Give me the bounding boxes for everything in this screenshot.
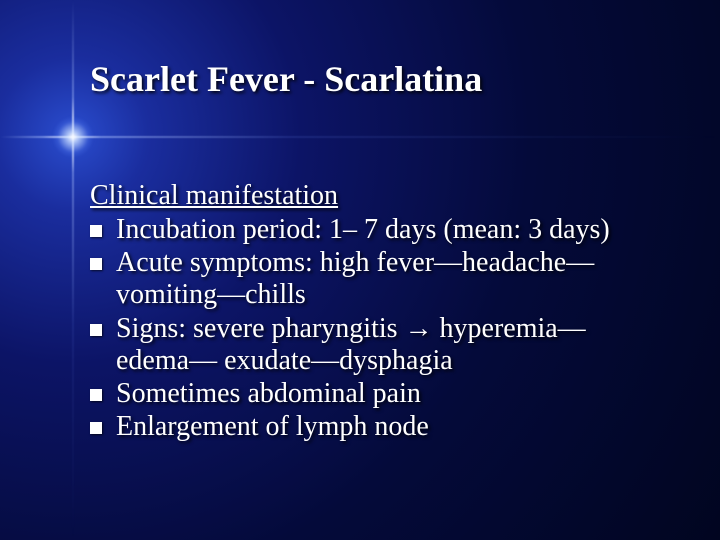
list-item-text: Acute symptoms: high fever—headache—vomi…	[116, 247, 650, 311]
list-item-text: Signs: severe pharyngitis → hyperemia—ed…	[116, 313, 650, 377]
square-bullet-icon	[90, 324, 102, 336]
list-item: Incubation period: 1– 7 days (mean: 3 da…	[90, 214, 650, 246]
list-item: Acute symptoms: high fever—headache—vomi…	[90, 247, 650, 311]
list-item-text: Enlargement of lymph node	[116, 411, 650, 443]
list-item: Signs: severe pharyngitis → hyperemia—ed…	[90, 313, 650, 377]
slide: Scarlet Fever - Scarlatina Clinical mani…	[0, 0, 720, 540]
square-bullet-icon	[90, 258, 102, 270]
list-item-text: Sometimes abdominal pain	[116, 378, 650, 410]
square-bullet-icon	[90, 389, 102, 401]
flare-vertical	[72, 0, 74, 540]
square-bullet-icon	[90, 422, 102, 434]
list-item: Sometimes abdominal pain	[90, 378, 650, 410]
subheading: Clinical manifestation	[90, 180, 650, 212]
list-item-text: Incubation period: 1– 7 days (mean: 3 da…	[116, 214, 650, 246]
flare-core	[53, 117, 93, 157]
square-bullet-icon	[90, 225, 102, 237]
slide-body: Clinical manifestation Incubation period…	[90, 180, 650, 443]
list-item: Enlargement of lymph node	[90, 411, 650, 443]
flare-horizontal	[0, 136, 720, 138]
slide-title: Scarlet Fever - Scarlatina	[90, 58, 482, 100]
